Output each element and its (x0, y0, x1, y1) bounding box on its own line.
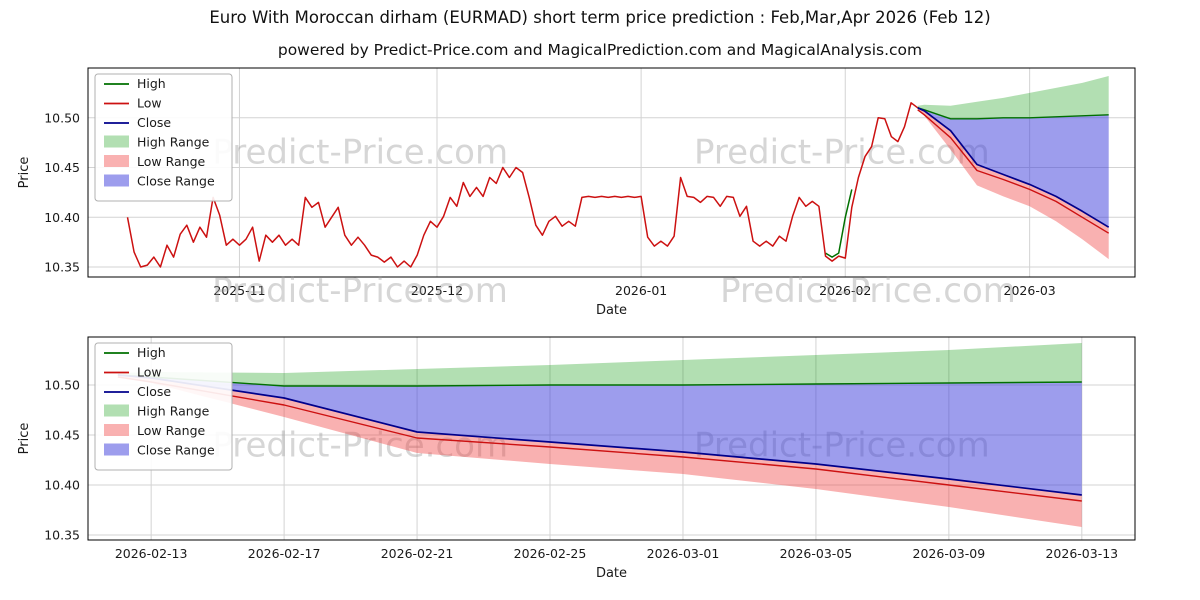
legend-label: Low (137, 96, 162, 111)
y-tick-label: 10.45 (44, 160, 80, 175)
x-tick-label: 2025-12 (411, 283, 463, 298)
high-range-band (117, 343, 1082, 386)
legend: High Low Close High Range Low Range Close Ran… (94, 73, 233, 202)
x-tick-label: 2026-03 (1004, 283, 1056, 298)
legend-swatch-patch (104, 135, 129, 148)
y-tick-label: 10.50 (44, 110, 80, 125)
legend-label: Low (137, 365, 162, 380)
watermark-text: Predict-Price.com (212, 271, 508, 311)
y-tick-label: 10.45 (44, 428, 80, 443)
legend-box (94, 73, 233, 202)
legend-label: High Range (137, 135, 210, 150)
y-tick-label: 10.40 (44, 478, 80, 493)
plot-frame (87, 67, 1136, 278)
x-tick-label: 2026-02-13 (115, 546, 188, 561)
legend-swatch-patch (104, 155, 129, 167)
legend-swatch-patch (104, 404, 129, 417)
plot-frame (87, 336, 1136, 541)
prediction-zoom-chart: Predict-Price.comPredict-Price.com10.351… (17, 336, 1136, 581)
x-tick-label: 2026-02-21 (381, 546, 454, 561)
legend: High Low Close High Range Low Range Close Ran… (94, 342, 233, 471)
x-tick-label: 2026-03-05 (780, 546, 853, 561)
legend-label: High (137, 76, 166, 91)
legend-label: High (137, 345, 166, 360)
legend-label: High Range (137, 404, 210, 419)
legend-swatch-patch (104, 443, 129, 456)
legend-box (94, 342, 233, 471)
y-tick-label: 10.35 (44, 260, 80, 275)
close-prediction-line (917, 107, 1110, 228)
page-subtitle: powered by Predict-Price.com and Magical… (277, 41, 923, 59)
page-title: Euro With Moroccan dirham (EURMAD) short… (209, 8, 991, 27)
legend-swatch-patch (104, 174, 129, 187)
x-tick-label: 2026-02 (819, 283, 871, 298)
legend-swatch-patch (104, 424, 129, 436)
legend-label: Low Range (137, 423, 206, 438)
x-axis-label: Date (596, 303, 627, 318)
high-range-band (917, 76, 1109, 119)
watermark-text: Predict-Price.com (720, 271, 1016, 311)
history-and-prediction-chart: Predict-Price.com Predict-Price.com 10.35 1… (17, 67, 1136, 318)
close-range-band (117, 375, 1082, 495)
close-range-band (917, 107, 1109, 228)
legend-label: Low Range (137, 154, 206, 169)
y-tick-label: 10.40 (44, 210, 80, 225)
x-axis-label: Date (596, 566, 627, 581)
low-history-line (126, 102, 919, 268)
x-tick-label: 2026-02-25 (514, 546, 587, 561)
high-prediction-line (917, 107, 1109, 120)
watermark-text: Predict-Price.com (212, 133, 508, 173)
y-tick-label: 10.50 (44, 378, 80, 393)
high-line-segment (825, 189, 853, 258)
x-tick-label: 2026-03-01 (647, 546, 720, 561)
y-axis-label: Price (17, 423, 32, 455)
x-tick-label: 2026-01 (615, 283, 667, 298)
x-tick-label: 2025-11 (213, 283, 265, 298)
legend-label: Close (137, 384, 171, 399)
watermark-text: Predict-Price.com (694, 133, 990, 173)
y-tick-label: 10.35 (44, 528, 80, 543)
y-axis-label: Price (17, 157, 32, 189)
x-tick-label: 2026-03-09 (913, 546, 986, 561)
x-tick-label: 2026-03-13 (1045, 546, 1118, 561)
low-prediction-line (917, 109, 1110, 234)
x-tick-label: 2026-02-17 (248, 546, 321, 561)
legend-label: Close Range (137, 174, 215, 189)
legend-label: Close (137, 115, 171, 130)
legend-label: Close Range (137, 443, 215, 458)
